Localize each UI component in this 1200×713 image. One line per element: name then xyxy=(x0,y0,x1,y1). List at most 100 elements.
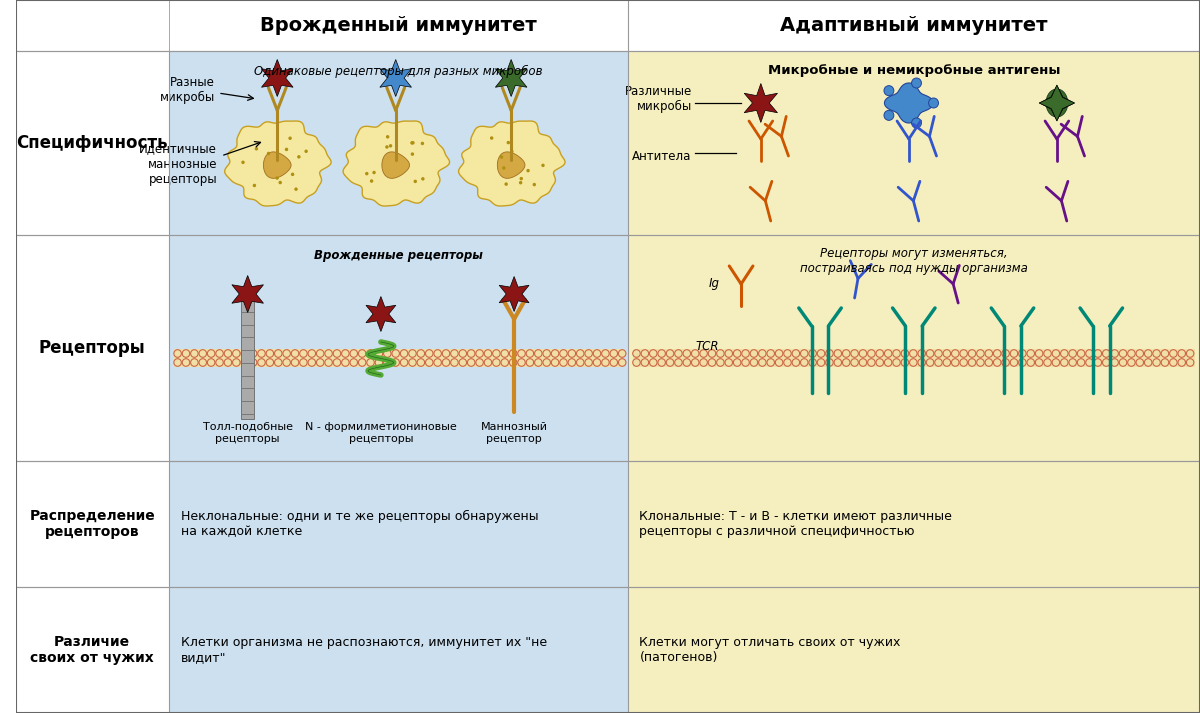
Polygon shape xyxy=(458,121,565,206)
Circle shape xyxy=(658,349,666,357)
Circle shape xyxy=(342,349,349,357)
Text: Клетки организма не распознаются, иммунитет их "не
видит": Клетки организма не распознаются, иммуни… xyxy=(180,636,547,664)
Circle shape xyxy=(426,359,433,366)
Circle shape xyxy=(266,349,274,357)
Circle shape xyxy=(1111,359,1118,366)
Circle shape xyxy=(421,177,425,180)
Circle shape xyxy=(842,359,850,366)
Circle shape xyxy=(191,349,198,357)
Circle shape xyxy=(1120,359,1127,366)
Circle shape xyxy=(342,359,349,366)
Circle shape xyxy=(884,86,894,96)
Text: Различные
микробы: Различные микробы xyxy=(624,85,691,113)
Circle shape xyxy=(683,359,690,366)
Circle shape xyxy=(593,359,601,366)
Circle shape xyxy=(576,359,584,366)
Circle shape xyxy=(1044,359,1051,366)
Circle shape xyxy=(632,359,641,366)
Circle shape xyxy=(1044,349,1051,357)
Circle shape xyxy=(977,359,984,366)
Circle shape xyxy=(593,349,601,357)
Circle shape xyxy=(859,349,866,357)
Circle shape xyxy=(1136,359,1144,366)
Bar xyxy=(628,461,1200,587)
Circle shape xyxy=(912,78,922,88)
Circle shape xyxy=(410,153,414,156)
Circle shape xyxy=(1069,349,1076,357)
Circle shape xyxy=(258,349,265,357)
Circle shape xyxy=(533,183,536,186)
Polygon shape xyxy=(382,152,409,178)
Circle shape xyxy=(434,349,442,357)
Circle shape xyxy=(876,359,883,366)
Text: Маннозный
рецептор: Маннозный рецептор xyxy=(481,422,547,443)
Circle shape xyxy=(541,163,545,167)
Circle shape xyxy=(568,359,576,366)
Circle shape xyxy=(775,359,782,366)
Circle shape xyxy=(418,359,425,366)
Circle shape xyxy=(509,349,517,357)
Bar xyxy=(169,51,628,235)
Circle shape xyxy=(504,183,508,186)
Circle shape xyxy=(385,145,389,149)
Polygon shape xyxy=(1039,86,1074,120)
Circle shape xyxy=(500,359,509,366)
Bar xyxy=(16,0,169,713)
Circle shape xyxy=(674,359,682,366)
Circle shape xyxy=(901,349,908,357)
Circle shape xyxy=(929,98,938,108)
Polygon shape xyxy=(884,83,934,123)
Circle shape xyxy=(392,349,400,357)
Text: Ig: Ig xyxy=(708,277,719,290)
Circle shape xyxy=(499,155,503,159)
Circle shape xyxy=(800,359,808,366)
Polygon shape xyxy=(499,277,529,312)
Circle shape xyxy=(534,359,542,366)
Text: N - формилметиониновые
рецепторы: N - формилметиониновые рецепторы xyxy=(305,422,457,443)
Circle shape xyxy=(834,349,841,357)
Circle shape xyxy=(502,166,505,170)
Circle shape xyxy=(401,359,408,366)
Circle shape xyxy=(317,349,324,357)
Polygon shape xyxy=(343,121,450,206)
Circle shape xyxy=(334,359,341,366)
Circle shape xyxy=(1061,359,1068,366)
Circle shape xyxy=(666,359,673,366)
Polygon shape xyxy=(744,83,778,123)
Circle shape xyxy=(1128,359,1135,366)
Circle shape xyxy=(509,359,517,366)
Circle shape xyxy=(253,184,256,188)
Bar xyxy=(169,461,628,587)
Circle shape xyxy=(191,359,198,366)
Circle shape xyxy=(1010,359,1018,366)
Circle shape xyxy=(1019,349,1026,357)
Circle shape xyxy=(174,359,181,366)
Bar xyxy=(241,294,254,419)
Text: Различие
своих от чужих: Различие своих от чужих xyxy=(30,635,154,665)
Circle shape xyxy=(434,359,442,366)
Circle shape xyxy=(367,359,374,366)
Text: Адаптивный иммунитет: Адаптивный иммунитет xyxy=(780,16,1048,35)
Circle shape xyxy=(370,179,373,183)
Circle shape xyxy=(401,349,408,357)
Circle shape xyxy=(254,147,258,150)
Circle shape xyxy=(733,359,740,366)
Circle shape xyxy=(292,359,299,366)
Circle shape xyxy=(649,349,658,357)
Circle shape xyxy=(1019,359,1026,366)
Text: Распределение
рецепторов: Распределение рецепторов xyxy=(29,509,155,539)
Circle shape xyxy=(317,359,324,366)
Text: Клетки могут отличать своих от чужих
(патогенов): Клетки могут отличать своих от чужих (па… xyxy=(640,636,901,664)
Circle shape xyxy=(1170,359,1177,366)
Circle shape xyxy=(884,111,894,120)
Circle shape xyxy=(283,349,290,357)
Circle shape xyxy=(493,349,500,357)
Circle shape xyxy=(443,349,450,357)
Circle shape xyxy=(526,359,534,366)
Circle shape xyxy=(250,349,257,357)
Polygon shape xyxy=(262,59,293,96)
Circle shape xyxy=(376,359,383,366)
Circle shape xyxy=(775,349,782,357)
Circle shape xyxy=(1069,359,1076,366)
Circle shape xyxy=(926,359,934,366)
